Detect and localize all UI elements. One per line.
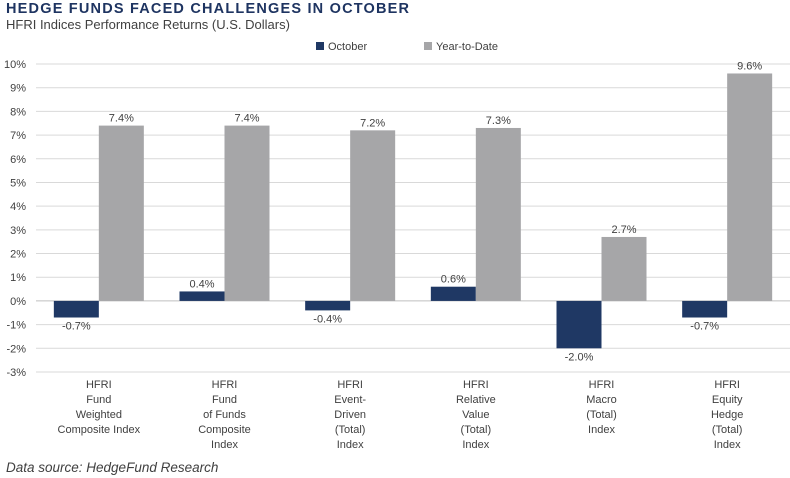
data-labels: -0.7% 7.4% 0.4% 7.4% -0.4% 7.2% 0.6% 7.3% -2.0% 2… [62,60,762,363]
legend-label: October [328,41,367,53]
y-tick-label: 5% [10,177,26,189]
category-label: HFRI Fund of Funds Composite Index [198,379,251,451]
y-tick-label: 0% [10,296,26,308]
data-label: 9.6% [737,60,762,72]
y-tick-label: 1% [10,272,26,284]
bar-october [53,300,99,318]
bar-ytd [350,130,396,301]
data-label: 7.3% [486,115,511,127]
legend-swatch [316,42,324,50]
data-label: 2.7% [611,224,636,236]
data-label: -0.7% [690,321,719,333]
bar-ytd [727,73,773,301]
data-label: 7.4% [109,113,134,125]
legend-label: Year-to-Date [436,41,498,53]
y-axis: 10% 9% 8% 7% 6% 5% 4% 3% 2% 1% 0% -1% -2% -3% [4,59,26,379]
y-tick-label: -2% [6,343,26,355]
chart-subtitle: HFRI Indices Performance Returns (U.S. D… [6,17,290,32]
y-tick-label: 4% [10,201,26,213]
bar-october [556,300,602,349]
bar-ytd [475,127,521,301]
bar-ytd [224,125,270,301]
category-label: HFRI Fund Weighted Composite Index [58,379,141,436]
data-source-note: Data source: HedgeFund Research [6,460,219,475]
category-labels: HFRI Fund Weighted Composite Index HFRI Fund o… [58,379,744,451]
bar-october [682,300,728,318]
data-label: 0.4% [189,278,214,290]
category-label: HFRI Equity Hedge (Total) Index [711,379,743,451]
y-tick-label: 9% [10,83,26,95]
y-tick-label: 8% [10,106,26,118]
category-label: HFRI Event-Driven (Total) Index [334,379,366,451]
bar-october [179,291,225,301]
data-label: -0.7% [62,321,91,333]
data-label: -0.4% [313,313,342,325]
legend: October Year-to-Date [316,41,498,53]
y-tick-label: -3% [6,367,26,379]
chart-title: HEDGE FUNDS FACED CHALLENGES IN OCTOBER [6,1,411,17]
bars [53,73,773,349]
y-tick-label: 3% [10,225,26,237]
legend-swatch [424,42,432,50]
y-tick-label: 10% [4,59,26,71]
y-tick-label: 2% [10,249,26,261]
gridlines [36,63,790,373]
category-label: HFRI Relative Value (Total) Index [456,379,496,451]
y-tick-label: 7% [10,130,26,142]
bar-october [430,286,476,301]
y-tick-label: 6% [10,154,26,166]
bar-october [305,300,351,311]
data-label: 0.6% [441,274,466,286]
y-tick-label: -1% [6,320,26,332]
data-label: -2.0% [565,351,594,363]
bar-ytd [601,236,647,301]
bar-ytd [98,125,144,301]
category-label: HFRI Macro (Total) Index [586,379,617,436]
data-label: 7.2% [360,117,385,129]
data-label: 7.4% [234,113,259,125]
